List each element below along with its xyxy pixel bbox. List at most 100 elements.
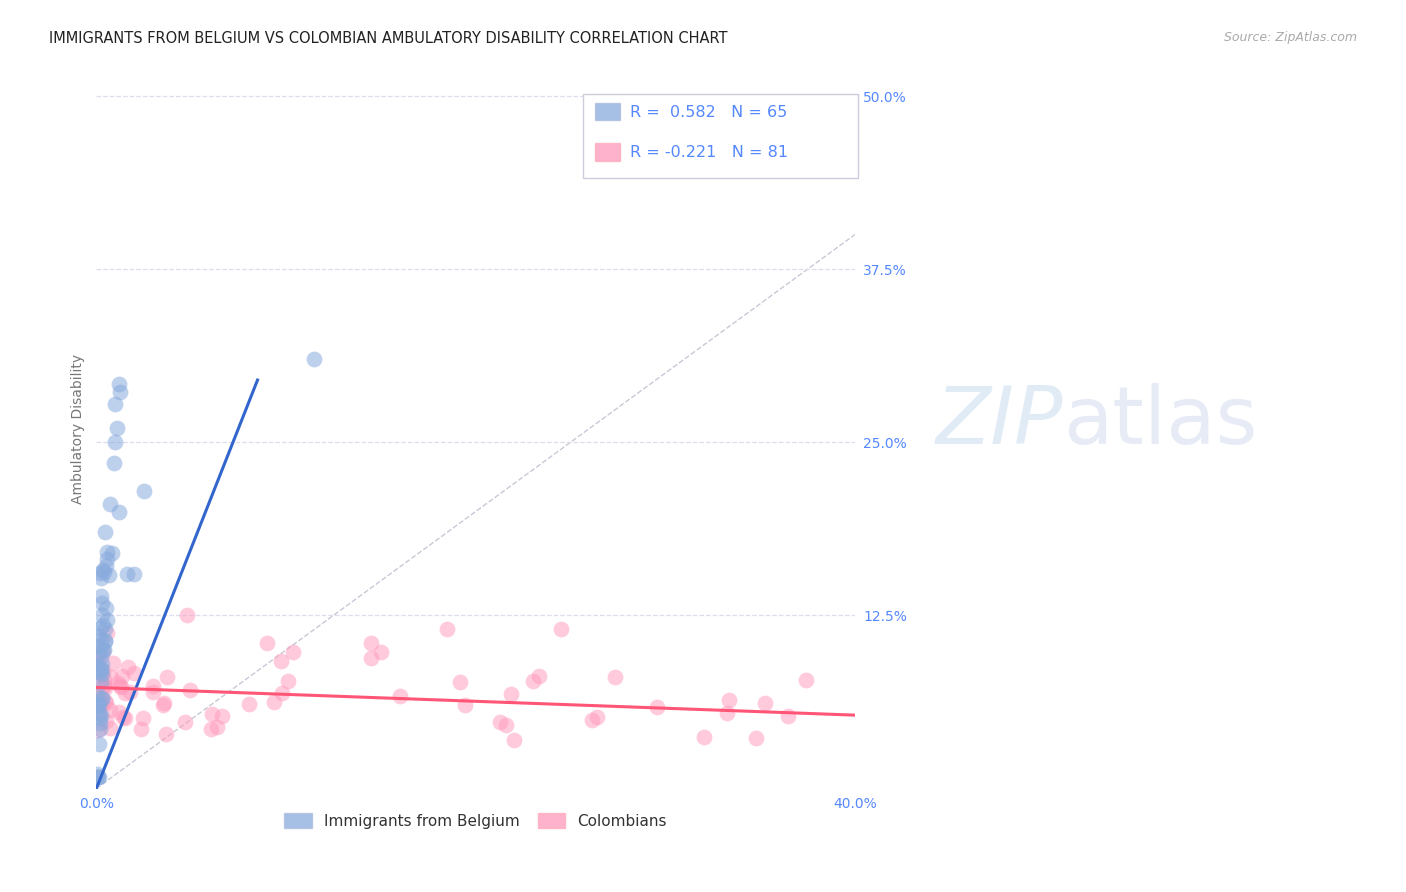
Point — [87, 629, 110, 643]
Point — [550, 622, 572, 636]
Point — [94, 558, 117, 573]
Point — [200, 722, 222, 736]
Point — [117, 659, 139, 673]
Point — [179, 683, 201, 698]
Point — [91, 680, 114, 694]
Point — [205, 720, 228, 734]
Point — [87, 771, 110, 785]
Point — [529, 669, 551, 683]
Point — [94, 601, 117, 615]
Point — [86, 700, 108, 714]
Point — [89, 566, 111, 580]
Point — [90, 663, 112, 677]
Point — [89, 648, 111, 663]
Text: ZIP: ZIP — [936, 383, 1063, 460]
Point — [103, 435, 125, 450]
Point — [108, 505, 131, 519]
Point — [603, 670, 626, 684]
Point — [90, 690, 112, 705]
Point — [86, 766, 108, 780]
Point — [87, 639, 110, 653]
Point — [718, 692, 741, 706]
Point — [129, 723, 152, 737]
Point — [107, 676, 129, 690]
Point — [281, 645, 304, 659]
Point — [93, 678, 115, 692]
Point — [388, 689, 411, 703]
Point — [96, 545, 118, 559]
Point — [87, 660, 110, 674]
Point — [449, 674, 471, 689]
Point — [111, 669, 134, 683]
Point — [211, 708, 233, 723]
Point — [100, 546, 122, 560]
Point — [86, 771, 108, 785]
Text: atlas: atlas — [1063, 383, 1258, 460]
Point — [90, 632, 112, 647]
Point — [87, 706, 110, 720]
Point — [495, 718, 517, 732]
Point — [89, 665, 111, 679]
Point — [132, 483, 155, 498]
Point — [91, 696, 114, 710]
Point — [94, 525, 117, 540]
Point — [522, 673, 544, 688]
Point — [108, 377, 131, 392]
Point — [90, 571, 112, 585]
Point — [176, 608, 198, 623]
Point — [96, 714, 118, 728]
Point — [90, 675, 112, 690]
Point — [108, 384, 131, 399]
Y-axis label: Ambulatory Disability: Ambulatory Disability — [72, 353, 86, 504]
Point — [360, 651, 382, 665]
Point — [101, 656, 124, 670]
Point — [153, 696, 176, 710]
Point — [97, 567, 120, 582]
Point — [124, 566, 146, 581]
Point — [93, 642, 115, 657]
Point — [489, 715, 512, 730]
Point — [87, 686, 110, 700]
Point — [93, 622, 115, 636]
Point — [96, 625, 118, 640]
Point — [87, 737, 110, 751]
Point — [90, 692, 112, 706]
Point — [94, 634, 117, 648]
Legend: Immigrants from Belgium, Colombians: Immigrants from Belgium, Colombians — [278, 807, 673, 835]
Point — [108, 679, 131, 693]
Point — [94, 696, 117, 710]
Point — [304, 352, 326, 367]
Point — [745, 731, 768, 746]
Point — [94, 633, 117, 648]
Point — [91, 667, 114, 681]
Point — [112, 710, 135, 724]
Point — [87, 698, 110, 712]
Point — [173, 715, 195, 730]
Point — [98, 721, 121, 735]
Text: IMMIGRANTS FROM BELGIUM VS COLOMBIAN AMBULATORY DISABILITY CORRELATION CHART: IMMIGRANTS FROM BELGIUM VS COLOMBIAN AMB… — [49, 31, 728, 46]
Point — [754, 696, 776, 710]
Point — [132, 711, 155, 725]
Point — [87, 675, 110, 690]
Point — [201, 707, 224, 722]
Point — [89, 716, 111, 731]
Point — [94, 694, 117, 708]
Point — [360, 636, 382, 650]
Point — [794, 673, 817, 687]
Point — [263, 695, 285, 709]
Point — [155, 727, 177, 741]
Point — [103, 397, 125, 411]
Point — [115, 566, 138, 581]
Point — [454, 698, 477, 712]
Point — [124, 666, 146, 681]
Point — [87, 662, 110, 676]
Point — [91, 563, 114, 577]
Point — [86, 697, 108, 711]
Point — [156, 670, 179, 684]
Point — [581, 713, 603, 727]
Point — [89, 771, 111, 785]
Point — [89, 711, 111, 725]
Point — [142, 685, 165, 699]
Point — [693, 730, 716, 744]
Point — [89, 722, 111, 736]
